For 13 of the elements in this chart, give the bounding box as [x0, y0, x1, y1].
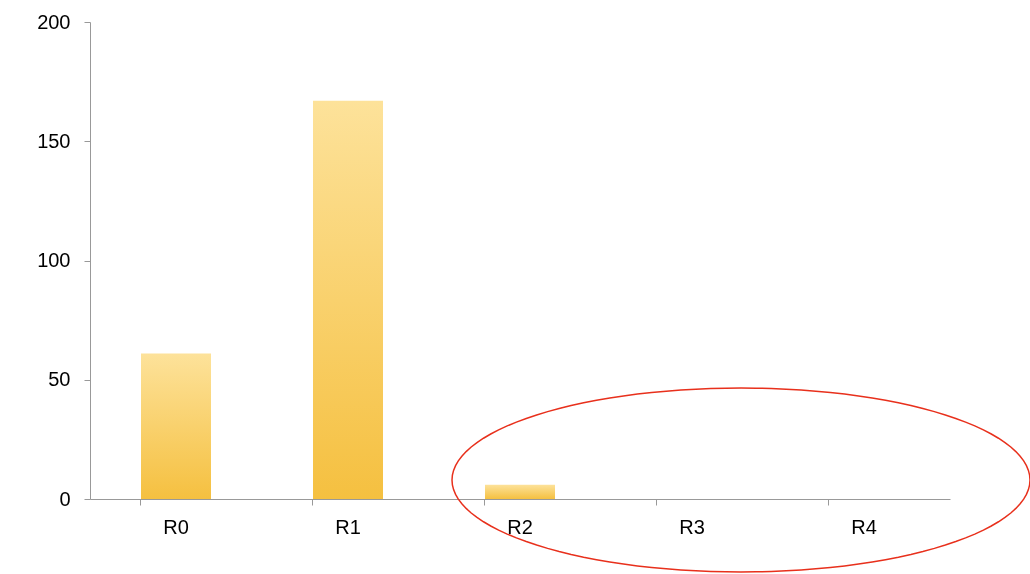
y-tick-label: 200 [37, 10, 71, 33]
y-tick-label: 100 [37, 249, 71, 271]
bar [141, 353, 211, 499]
x-tick-label: R2 [507, 515, 533, 538]
y-tick-label: 50 [48, 368, 71, 391]
x-tick-label: R0 [163, 515, 189, 538]
y-tick-label: 150 [37, 129, 71, 152]
y-tick-label: 0 [59, 487, 71, 510]
x-tick-label: R1 [335, 515, 361, 538]
x-tick-label: R4 [851, 515, 877, 538]
x-tick-label: R3 [679, 515, 705, 538]
bar [313, 100, 383, 499]
bar [485, 484, 555, 499]
